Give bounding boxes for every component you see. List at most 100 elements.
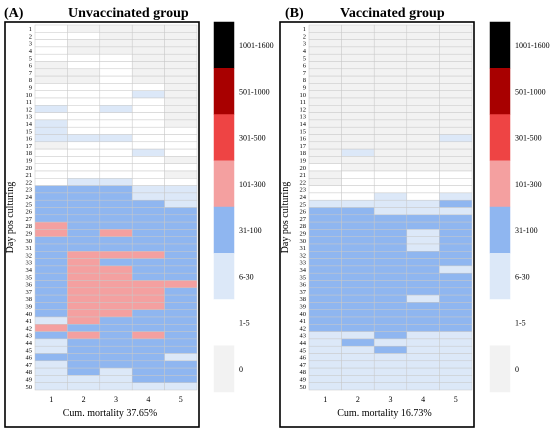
heatmap-cell bbox=[99, 24, 133, 33]
heatmap-cell bbox=[164, 90, 198, 99]
heatmap-cell bbox=[99, 287, 133, 296]
heatmap-cell bbox=[67, 148, 101, 157]
heatmap-cell bbox=[99, 302, 133, 310]
row-tick-label: 17 bbox=[300, 143, 307, 150]
row-tick-label: 26 bbox=[26, 209, 33, 216]
row-tick-label: 47 bbox=[26, 362, 33, 369]
heatmap-cell bbox=[34, 309, 68, 318]
row-tick-label: 26 bbox=[300, 209, 307, 216]
heatmap-cell bbox=[439, 192, 473, 201]
heatmap-cell bbox=[373, 367, 408, 376]
colorbar-segment bbox=[489, 299, 511, 346]
heatmap-cell bbox=[67, 199, 101, 208]
heatmap-cell bbox=[67, 221, 101, 230]
heatmap-cell bbox=[373, 360, 408, 369]
heatmap-cell bbox=[439, 236, 473, 245]
heatmap-cell bbox=[131, 375, 165, 383]
heatmap-cell bbox=[34, 375, 68, 383]
row-tick-label: 18 bbox=[300, 150, 307, 157]
heatmap-cell bbox=[373, 192, 408, 201]
heatmap-cell bbox=[341, 375, 375, 383]
heatmap-cell bbox=[406, 221, 440, 230]
row-tick-label: 20 bbox=[26, 165, 33, 172]
heatmap-cell bbox=[34, 229, 68, 237]
row-tick-label: 50 bbox=[26, 384, 33, 391]
panel-frame bbox=[4, 21, 200, 428]
heatmap-cell bbox=[34, 61, 68, 70]
heatmap-cell bbox=[34, 258, 68, 267]
heatmap-cell bbox=[373, 83, 408, 91]
heatmap-cell bbox=[406, 382, 440, 391]
column-tick-label: 1 bbox=[49, 395, 53, 404]
heatmap-cell bbox=[406, 163, 440, 172]
heatmap-cell bbox=[34, 302, 68, 310]
heatmap-cell bbox=[34, 53, 68, 62]
row-tick-label: 10 bbox=[26, 92, 33, 99]
heatmap-cell bbox=[439, 126, 473, 135]
row-tick-label: 45 bbox=[300, 347, 307, 354]
heatmap-cell bbox=[67, 309, 101, 318]
heatmap-cell bbox=[308, 251, 342, 259]
heatmap-cell bbox=[67, 163, 101, 172]
heatmap-cell bbox=[99, 221, 133, 230]
heatmap-cell bbox=[131, 32, 165, 40]
heatmap-cell bbox=[131, 207, 165, 216]
heatmap-cell bbox=[341, 163, 375, 172]
heatmap-cell bbox=[373, 119, 408, 128]
heatmap-cell bbox=[164, 265, 198, 274]
heatmap-cell bbox=[341, 90, 375, 99]
heatmap-cell bbox=[34, 39, 68, 48]
heatmap-cell bbox=[99, 265, 133, 274]
heatmap-cell bbox=[406, 251, 440, 259]
heatmap-cell bbox=[164, 294, 198, 303]
heatmap-cell bbox=[164, 24, 198, 33]
heatmap-cell bbox=[67, 280, 101, 289]
heatmap-cell bbox=[341, 221, 375, 230]
heatmap-cell bbox=[439, 367, 473, 376]
heatmap-cell bbox=[341, 258, 375, 267]
colorbar-label: 6-30 bbox=[515, 272, 530, 281]
colorbar-label: 0 bbox=[515, 365, 519, 374]
heatmap-cell bbox=[406, 280, 440, 289]
heatmap-cell bbox=[439, 39, 473, 48]
heatmap-cell bbox=[308, 32, 342, 40]
row-tick-label: 27 bbox=[300, 216, 307, 223]
heatmap-cell bbox=[164, 229, 198, 237]
heatmap-cell bbox=[164, 75, 198, 84]
heatmap-cell bbox=[34, 199, 68, 208]
heatmap-cell bbox=[131, 163, 165, 172]
row-tick-label: 45 bbox=[26, 347, 33, 354]
row-tick-label: 4 bbox=[29, 48, 33, 55]
row-tick-label: 16 bbox=[300, 136, 307, 143]
heatmap-cell bbox=[67, 265, 101, 274]
row-tick-label: 33 bbox=[26, 260, 33, 267]
heatmap-cell bbox=[164, 39, 198, 48]
heatmap-cell bbox=[99, 345, 133, 354]
row-tick-label: 12 bbox=[300, 106, 307, 113]
colorbar-label: 301-500 bbox=[239, 134, 266, 143]
row-tick-label: 40 bbox=[26, 311, 33, 318]
heatmap-cell bbox=[406, 112, 440, 121]
heatmap-cell bbox=[341, 39, 375, 48]
row-tick-label: 46 bbox=[26, 355, 33, 362]
heatmap-cell bbox=[164, 258, 198, 267]
heatmap-cell bbox=[373, 375, 408, 383]
heatmap-cell bbox=[439, 170, 473, 179]
panel-title: Vaccinated group bbox=[340, 6, 445, 21]
heatmap-cell bbox=[164, 302, 198, 310]
heatmap-cell bbox=[308, 112, 342, 121]
heatmap-cell bbox=[373, 185, 408, 194]
heatmap-cell bbox=[67, 338, 101, 347]
heatmap-cell bbox=[439, 134, 473, 143]
heatmap-cell bbox=[67, 294, 101, 303]
heatmap-cell bbox=[34, 280, 68, 289]
heatmap-cell bbox=[99, 39, 133, 48]
heatmap-cell bbox=[164, 324, 198, 332]
heatmap-cell bbox=[373, 287, 408, 296]
row-tick-label: 47 bbox=[300, 362, 307, 369]
y-axis-label: Day pos culturing bbox=[280, 182, 291, 254]
heatmap-cell bbox=[131, 126, 165, 135]
heatmap-cell bbox=[308, 97, 342, 106]
heatmap-cell bbox=[373, 316, 408, 325]
heatmap-cell bbox=[308, 24, 342, 33]
